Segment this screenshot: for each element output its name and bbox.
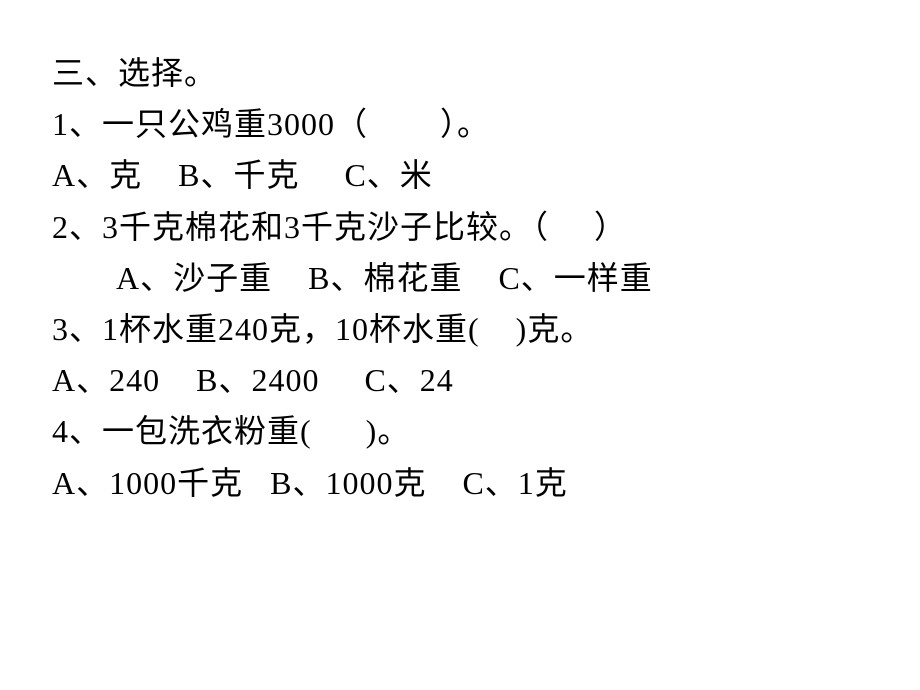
question-text: 一只公鸡重3000（ ）。: [102, 106, 490, 142]
worksheet-content: 三、选择。 1、一只公鸡重3000（ ）。 A、克 B、千克 C、米 2、3千克…: [52, 48, 868, 509]
question-number: 3、: [52, 311, 102, 347]
question-number: 1、: [52, 106, 102, 142]
question-1-options: A、克 B、千克 C、米: [52, 150, 868, 201]
section-header: 三、选择。: [52, 48, 868, 99]
question-number: 4、: [52, 413, 102, 449]
question-2-options: A、沙子重 B、棉花重 C、一样重: [52, 253, 868, 304]
question-4-options: A、1000千克 B、1000克 C、1克: [52, 458, 868, 509]
question-text: 1杯水重240克，10杯水重( )克。: [102, 311, 593, 347]
question-4: 4、一包洗衣粉重( )。: [52, 406, 868, 457]
question-1: 1、一只公鸡重3000（ ）。: [52, 99, 868, 150]
question-2: 2、3千克棉花和3千克沙子比较。（ ）: [52, 202, 868, 253]
question-3-options: A、240 B、2400 C、24: [52, 355, 868, 406]
question-text: 一包洗衣粉重( )。: [102, 413, 410, 449]
question-3: 3、1杯水重240克，10杯水重( )克。: [52, 304, 868, 355]
question-text: 3千克棉花和3千克沙子比较。（ ）: [102, 209, 627, 245]
question-number: 2、: [52, 209, 102, 245]
